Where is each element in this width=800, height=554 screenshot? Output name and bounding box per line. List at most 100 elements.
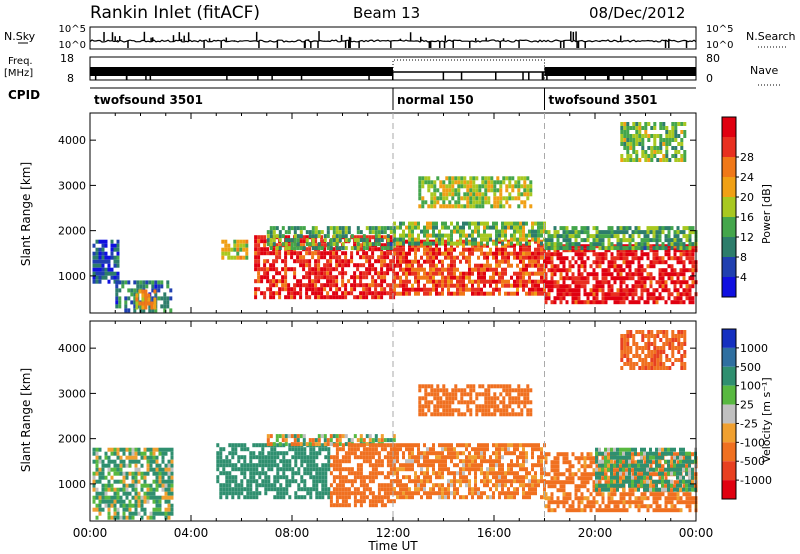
data-cell [350,246,354,251]
data-cell [457,412,461,417]
data-cell [586,238,590,243]
data-cell [252,467,256,472]
data-cell [501,259,504,264]
data-cell [281,226,285,231]
data-cell [243,471,247,476]
data-cell [344,255,348,260]
data-cell [628,264,632,269]
data-cell [399,491,402,496]
data-cell [673,256,677,261]
data-cell [492,275,495,280]
data-cell [237,459,241,464]
data-cell [649,230,653,235]
data-cell [495,229,498,234]
data-cell [453,291,456,296]
data-cell [670,246,674,251]
data-cell [547,230,551,235]
data-cell [495,225,498,230]
data-cell [320,267,324,272]
data-cell [411,459,414,464]
data-cell [421,404,425,409]
data-cell [429,263,432,268]
data-cell [338,467,342,472]
data-cell [519,241,522,246]
data-cell [451,400,455,405]
data-cell [362,287,366,292]
data-cell [691,284,695,289]
data-cell [258,475,262,480]
data-cell [374,459,378,464]
data-cell [314,239,318,244]
data-cell [650,154,654,158]
data-cell [670,272,674,277]
data-cell [227,255,231,260]
data-cell [502,196,506,201]
data-cell [341,491,345,496]
data-cell [161,471,165,476]
data-cell [653,154,657,158]
data-cell [457,200,461,205]
data-cell [285,491,289,496]
data-cell [673,284,677,289]
data-cell [299,234,303,239]
data-cell [311,279,315,284]
data-cell [107,459,111,464]
data-cell [309,467,313,472]
data-cell [426,229,429,234]
data-cell [356,499,360,504]
data-cell [399,283,402,288]
data-cell [163,292,167,297]
data-cell [537,229,540,234]
data-cell [296,259,300,264]
data-cell [577,242,581,247]
data-cell [641,138,645,142]
data-cell [540,291,543,296]
data-cell [377,247,381,252]
data-cell [441,443,444,448]
data-cell [676,246,680,251]
data-cell [685,226,689,231]
data-cell [619,264,623,269]
data-cell [513,447,516,452]
data-cell [95,471,99,476]
data-cell [243,443,247,448]
data-cell [261,479,265,484]
data-cell [143,507,147,512]
data-cell [623,146,627,150]
data-cell [622,256,626,261]
data-cell [525,255,528,260]
data-cell [683,150,687,154]
data-cell [465,271,468,276]
data-cell [417,271,420,276]
data-cell [146,495,150,500]
data-cell [526,396,530,401]
data-cell [149,459,153,464]
data-cell [453,275,456,280]
data-cell [510,233,513,238]
data-cell [568,246,572,251]
data-cell [468,267,471,272]
data-cell [442,204,446,209]
data-cell [314,287,318,292]
data-cell [613,292,617,297]
data-cell [417,487,420,492]
data-cell [460,180,464,185]
data-cell [583,268,587,273]
data-cell [462,443,465,448]
data-cell [131,475,135,480]
data-cell [353,503,357,508]
data-cell [523,176,527,181]
data-cell [656,134,660,138]
data-cell [634,248,638,253]
data-cell [511,176,515,181]
data-cell [338,491,342,496]
data-cell [344,451,348,456]
data-cell [685,268,689,273]
data-cell [257,243,261,248]
data-cell [513,475,516,480]
data-cell [327,447,331,452]
data-cell [544,452,548,457]
data-cell [661,280,665,285]
data-cell [329,483,333,488]
data-cell [386,487,390,492]
